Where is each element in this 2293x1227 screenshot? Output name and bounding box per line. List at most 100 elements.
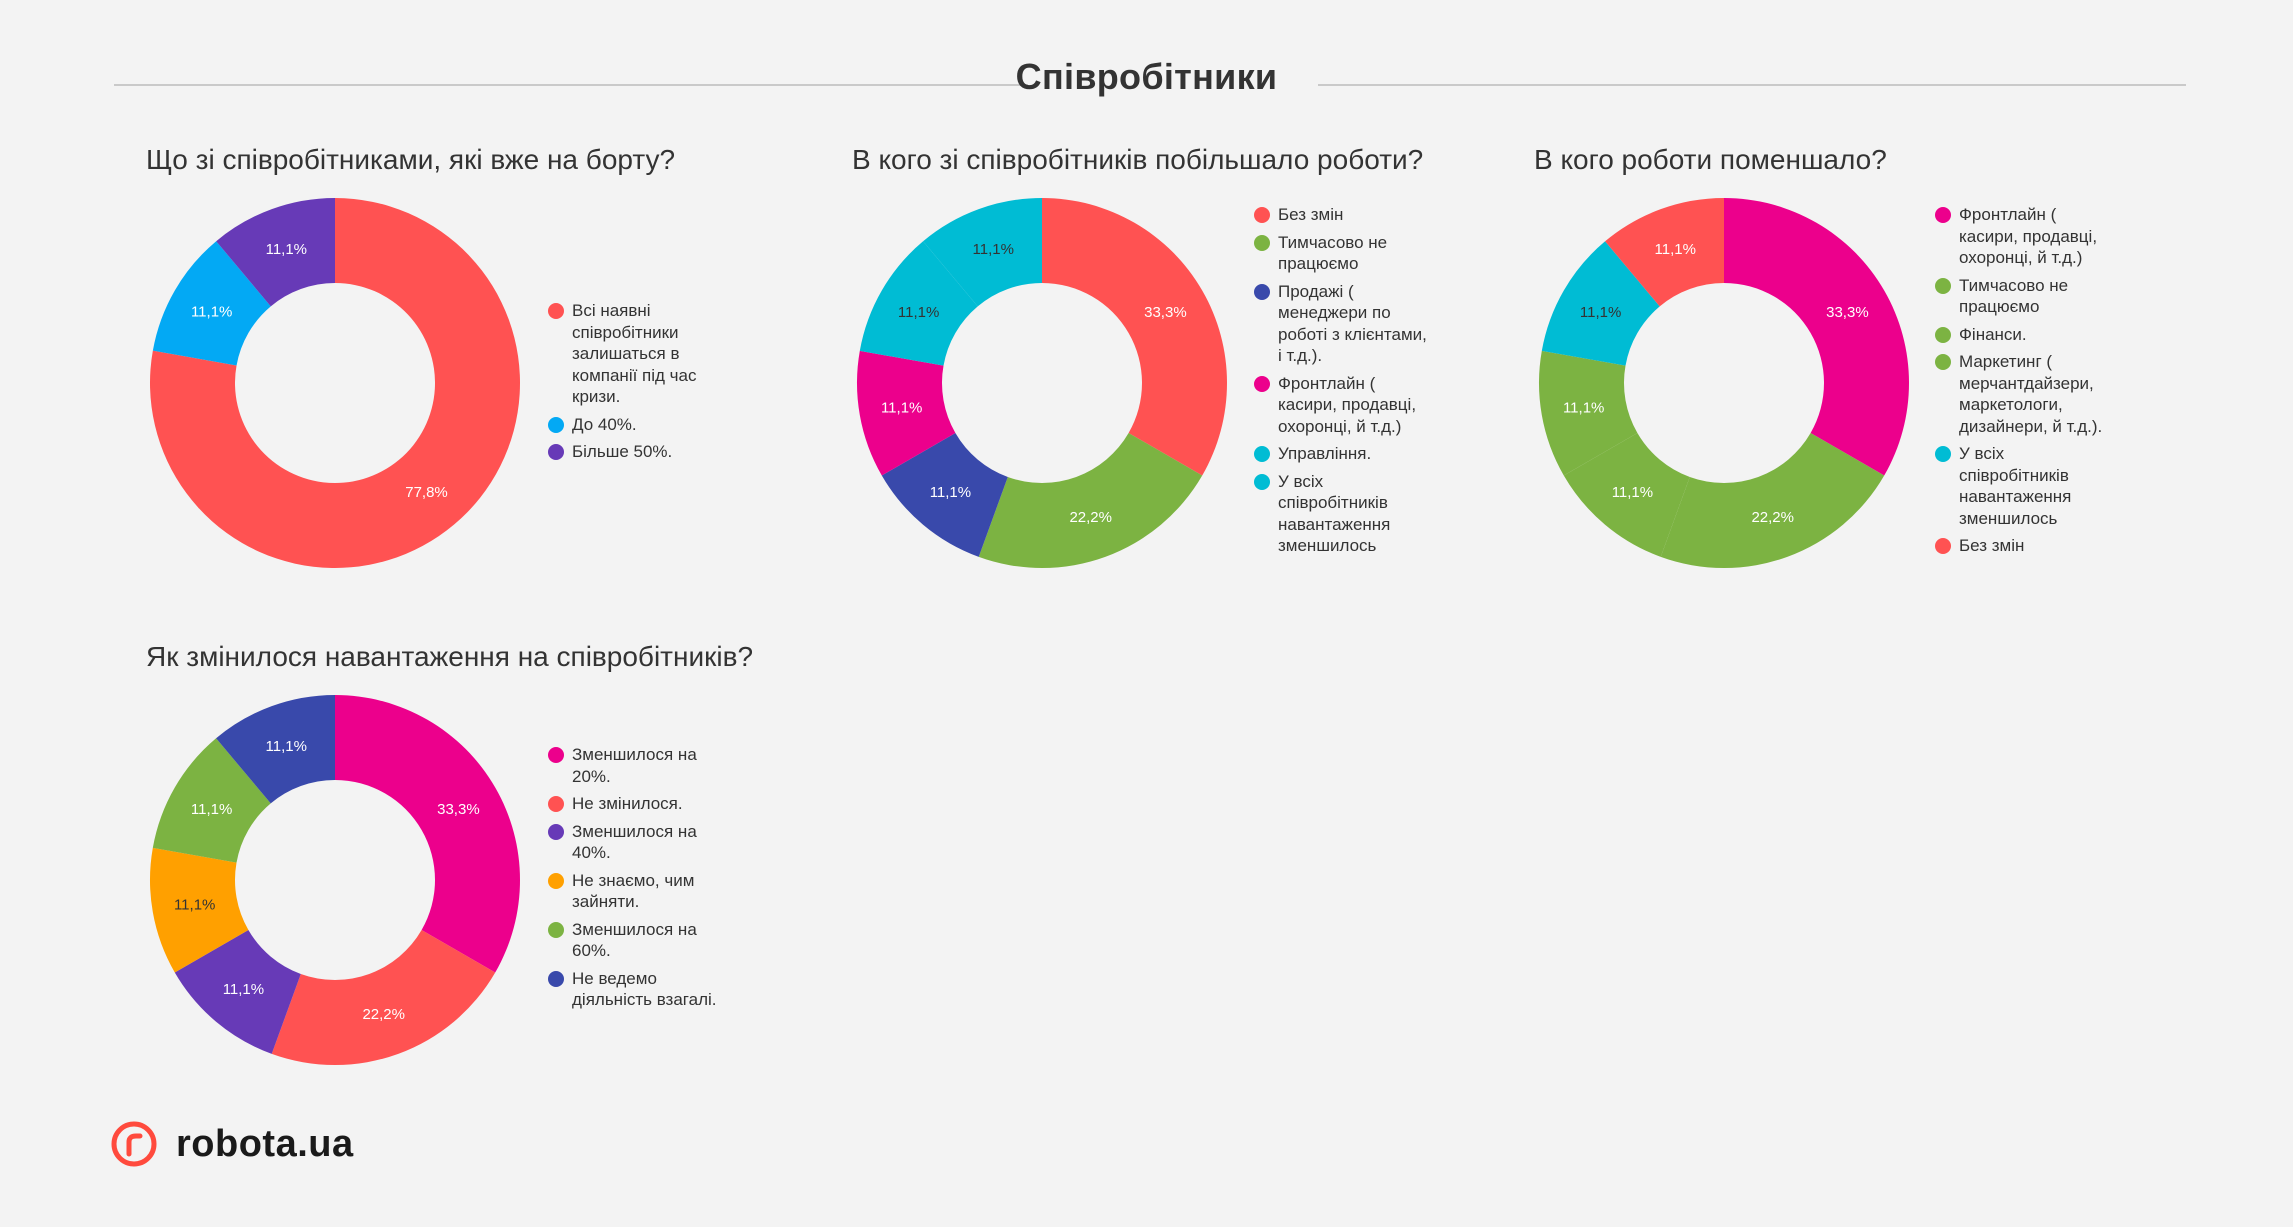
legend-swatch — [1935, 277, 1951, 294]
chart-legend: Без змін Тимчасово не працюємо Продажі ( м… — [1254, 204, 1464, 563]
donut-slice — [216, 695, 335, 804]
legend-item: Без змін — [1935, 535, 2165, 557]
legend-item: У всіх співробітників навантаження зменш… — [1935, 443, 2165, 529]
donut-data-label: 33,3% — [1826, 304, 1869, 321]
donut-data-label: 22,2% — [362, 1006, 405, 1023]
legend-item: Тимчасово не працюємо — [1254, 232, 1464, 275]
legend-swatch — [1935, 207, 1951, 223]
legend-label: Без змін — [1278, 205, 1344, 224]
legend-swatch — [1254, 234, 1270, 251]
legend-swatch — [548, 796, 564, 812]
legend-item: Фронтлайн ( касири, продавці, охоронці, … — [1935, 204, 2165, 269]
legend-swatch — [1935, 446, 1951, 462]
legend-item: Маркетинг ( мерчантдайзери, маркетологи,… — [1935, 351, 2165, 437]
donut-data-label: 11,1% — [881, 400, 922, 417]
legend-label: Маркетинг ( мерчантдайзери, маркетологи,… — [1959, 352, 2103, 436]
chart-legend: Фронтлайн ( касири, продавці, охоронці, … — [1935, 204, 2165, 563]
legend-label: Фронтлайн ( касири, продавці, охоронці, … — [1959, 205, 2098, 267]
legend-swatch — [548, 303, 564, 319]
legend-label: У всіх співробітників навантаження зменш… — [1278, 471, 1391, 556]
legend-item: Зменшилося на 40%. — [548, 821, 758, 864]
chart-legend: Зменшилося на 20%. Не змінилося. Зменшилос… — [548, 744, 758, 1017]
donut-data-label: 11,1% — [898, 304, 939, 321]
donut-data-label: 11,1% — [973, 241, 1014, 258]
donut-slice — [1605, 198, 1724, 307]
donut-slice — [152, 738, 271, 863]
donut-slice — [150, 198, 520, 568]
chart-title: В кого зі співробітників побільшало робо… — [852, 144, 1424, 175]
legend-item: Зменшилося на 20%. — [548, 744, 758, 787]
legend-label: У всіх співробітників навантаження зменш… — [1959, 444, 2072, 528]
legend-swatch — [548, 444, 564, 460]
legend-swatch — [1254, 375, 1270, 392]
donut-slice — [1660, 433, 1885, 568]
legend-label: Не змінилося. — [572, 794, 683, 813]
donut-data-label: 11,1% — [266, 738, 307, 755]
donut-slice — [335, 695, 520, 973]
legend-label: Тимчасово не працюємо — [1278, 232, 1388, 274]
donut-data-label: 77,8% — [405, 484, 448, 501]
donut-slice — [1724, 198, 1909, 476]
legend-label: До 40%. — [572, 414, 637, 434]
header-line-left — [114, 84, 1028, 86]
legend-label: Управління. — [1278, 444, 1372, 463]
legend-swatch — [1935, 354, 1951, 370]
legend-item: Всі наявні співробітники залишаться в ко… — [548, 300, 748, 408]
legend-item: Управління. — [1254, 443, 1464, 465]
donut-data-label: 11,1% — [1580, 304, 1621, 321]
donut-slice — [150, 847, 249, 973]
donut-slice — [174, 930, 301, 1054]
logo-text: robota.ua — [176, 1122, 354, 1165]
donut-data-label: 33,3% — [437, 801, 480, 818]
chart-title: В кого роботи поменшало? — [1534, 144, 1887, 175]
donut-slice — [152, 241, 271, 366]
legend-item: Не знаємо, чим зайняти. — [548, 870, 758, 913]
legend-label: Продажі ( менеджери по роботі з клієнтам… — [1278, 281, 1427, 366]
chart-title: Як змінилося навантаження на співробітни… — [146, 641, 754, 672]
legend-item: Не ведемо діяльність взагалі. — [548, 968, 758, 1011]
legend-swatch — [1254, 446, 1270, 462]
legend-label: Всі наявні співробітники залишаться в ко… — [572, 301, 697, 406]
donut-data-label: 11,1% — [930, 484, 971, 501]
legend-swatch — [548, 823, 564, 840]
legend-item: Фронтлайн ( касири, продавці, охоронці, … — [1254, 373, 1464, 438]
legend-label: Зменшилося на 60%. — [572, 919, 697, 961]
legend-item: Продажі ( менеджери по роботі з клієнтам… — [1254, 281, 1464, 367]
brand-logo: robota.ua — [110, 1120, 354, 1168]
legend-swatch — [1935, 538, 1951, 554]
donut-data-label: 33,3% — [1144, 304, 1187, 321]
donut-data-label: 11,1% — [191, 801, 232, 818]
chart-legend: Всі наявні співробітники залишаться в ко… — [548, 300, 748, 469]
donut-slice — [1042, 198, 1227, 476]
donut-slice — [859, 241, 978, 366]
donut-data-label: 22,2% — [1069, 509, 1112, 526]
legend-item: Без змін — [1254, 204, 1464, 226]
legend-swatch — [1254, 207, 1270, 223]
legend-swatch — [548, 747, 564, 763]
legend-item: До 40%. — [548, 414, 748, 436]
donut-data-label: 11,1% — [1612, 484, 1653, 501]
donut-data-label: 11,1% — [174, 897, 215, 914]
legend-label: Не знаємо, чим зайняти. — [572, 870, 695, 912]
donut-chart: 33,3% 22,2% 11,1% 11,1% 11,1% 11,1% — [1539, 198, 1909, 568]
legend-label: Зменшилося на 40%. — [572, 821, 697, 863]
legend-swatch — [1935, 326, 1951, 343]
legend-label: Тимчасово не працюємо — [1959, 275, 2069, 317]
chart-title: Що зі співробітниками, які вже на борту? — [146, 144, 676, 175]
donut-data-label: 11,1% — [191, 304, 232, 321]
legend-label: Фронтлайн ( касири, продавці, охоронці, … — [1278, 373, 1417, 436]
legend-label: Зменшилося на 20%. — [572, 745, 697, 786]
donut-slice — [857, 350, 956, 476]
legend-item: Зменшилося на 60%. — [548, 919, 758, 962]
donut-data-label: 22,2% — [1751, 509, 1794, 526]
legend-label: Більше 50%. — [572, 442, 673, 461]
legend-swatch — [548, 416, 564, 433]
legend-swatch — [1254, 473, 1270, 490]
legend-swatch — [1254, 283, 1270, 300]
donut-slice — [271, 930, 496, 1065]
legend-item: Тимчасово не працюємо — [1935, 275, 2165, 318]
donut-chart: 33,3% 22,2% 11,1% 11,1% 11,1% 11,1% — [150, 695, 520, 1065]
donut-slice — [881, 433, 1008, 557]
header-line-right — [1318, 84, 2186, 86]
donut-data-label: 11,1% — [1563, 400, 1604, 417]
